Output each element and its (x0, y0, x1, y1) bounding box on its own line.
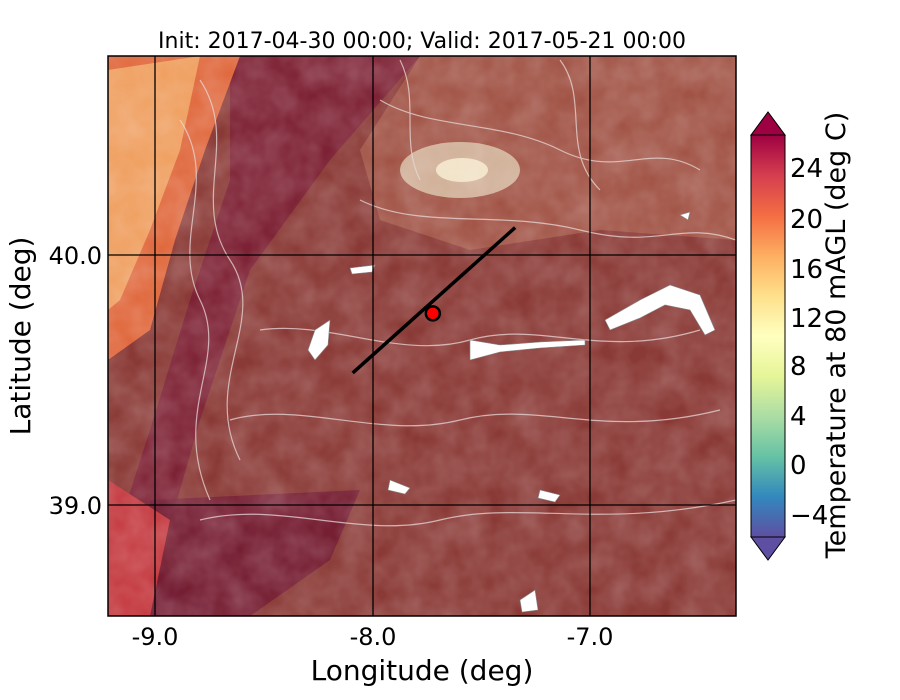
y-axis-label: Latitude (deg) (4, 237, 37, 436)
colorbar-tick-label: 24 (790, 154, 823, 184)
colorbar-tick-label: 20 (790, 205, 823, 235)
y-axis: 40.0 39.0 Latitude (deg) (4, 237, 102, 520)
x-tick-label: -7.0 (567, 623, 614, 651)
contour-texture (108, 56, 736, 616)
colorbar-min-extension (750, 536, 786, 561)
colorbar: 24 20 16 12 8 4 0 −4 Temperature at 80 m… (750, 111, 852, 561)
y-tick-label: 39.0 (49, 492, 102, 520)
colorbar-tick-label: 0 (790, 451, 807, 481)
map-frame (107, 55, 737, 617)
colorbar-max-extension (750, 111, 786, 136)
colorbar-tick-label: 8 (790, 352, 807, 382)
colorbar-tick-label: 16 (790, 255, 823, 285)
colorbar-label: Temperature at 80 mAGL (deg C) (821, 112, 852, 560)
transect-point-marker (424, 305, 442, 322)
graticule (108, 56, 736, 616)
colorbar-tick-label: −4 (790, 501, 828, 531)
transect-line (351, 226, 517, 375)
x-tick-label: -8.0 (350, 623, 397, 651)
contour-lines (179, 59, 736, 527)
colorbar-gradient (750, 134, 786, 538)
plot-title: Init: 2017-04-30 00:00; Valid: 2017-05-2… (158, 29, 686, 54)
x-tick-label: -9.0 (132, 623, 179, 651)
x-axis-label: Longitude (deg) (311, 654, 534, 687)
x-axis: -9.0 -8.0 -7.0 Longitude (deg) (132, 623, 614, 687)
missing-data (307, 211, 716, 613)
colorbar-tick-label: 12 (790, 304, 823, 334)
temperature-map (108, 56, 736, 616)
colorbar-tick-label: 4 (790, 402, 807, 432)
y-tick-label: 40.0 (49, 242, 102, 270)
